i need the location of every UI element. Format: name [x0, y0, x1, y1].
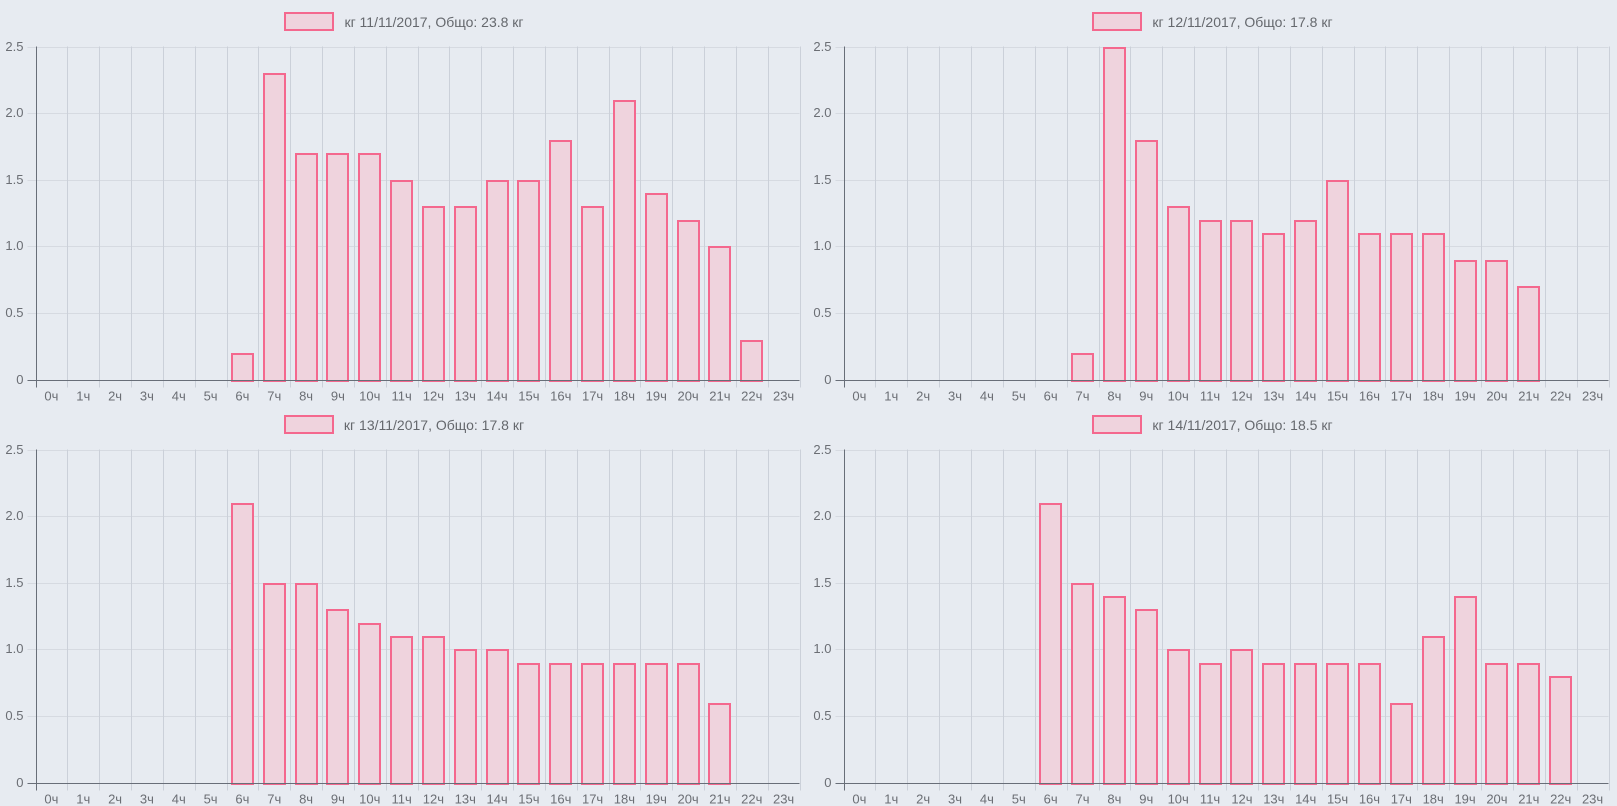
chart-legend[interactable]: кг 13/11/2017, Общо: 17.8 кг [0, 415, 808, 434]
legend-label: кг 13/11/2017, Общо: 17.8 кг [343, 416, 525, 433]
chart-legend[interactable]: кг 12/11/2017, Общо: 17.8 кг [808, 12, 1617, 31]
legend-swatch [1092, 415, 1143, 434]
chart-legend[interactable]: кг 11/11/2017, Общо: 23.8 кг [0, 12, 808, 31]
bar-chart-canvas[interactable] [0, 0, 808, 403]
legend-label: кг 14/11/2017, Общо: 18.5 кг [1152, 416, 1333, 433]
chart-legend[interactable]: кг 14/11/2017, Общо: 18.5 кг [808, 415, 1617, 434]
legend-label: кг 12/11/2017, Общо: 17.8 кг [1152, 13, 1333, 30]
legend-swatch [1092, 12, 1143, 31]
bar-chart-canvas[interactable] [808, 0, 1617, 403]
chart-panel-4: кг 14/11/2017, Общо: 18.5 кг [808, 403, 1617, 806]
chart-panel-2: кг 12/11/2017, Общо: 17.8 кг [808, 0, 1617, 403]
legend-swatch [284, 12, 335, 31]
bar-chart-canvas[interactable] [0, 403, 808, 806]
legend-swatch [283, 415, 334, 434]
legend-label: кг 11/11/2017, Общо: 23.8 кг [344, 13, 524, 30]
chart-panel-1: кг 11/11/2017, Общо: 23.8 кг [0, 0, 808, 403]
chart-panel-3: кг 13/11/2017, Общо: 17.8 кг [0, 403, 808, 806]
bar-chart-canvas[interactable] [808, 403, 1617, 806]
